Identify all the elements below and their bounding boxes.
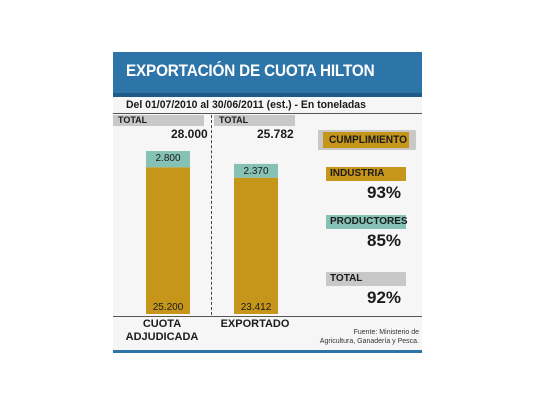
bar-productores-2: [234, 163, 278, 178]
total-pill-2: TOTAL: [214, 115, 295, 126]
pct-industria: 93%: [367, 183, 402, 202]
legend-productores: PRODUCTORES: [326, 215, 408, 229]
bar-divider: [211, 115, 212, 315]
category-label-2-line1: EXPORTADO: [220, 318, 290, 330]
source-line2: Agricultura, Ganadería y Pesca.: [319, 338, 419, 345]
source-note: Fuente: Ministerio de Agricultura, Ganad…: [319, 328, 419, 346]
data-label-industria-1: 25.200: [153, 302, 184, 313]
data-label-industria-2: 23.412: [241, 302, 272, 313]
legend-industria: INDUSTRIA: [326, 167, 406, 181]
category-label-2: EXPORTADO: [210, 318, 300, 331]
chart-subtitle: Del 01/07/2010 al 30/06/2011 (est.) - En…: [126, 99, 366, 111]
legend-total: TOTAL: [326, 272, 406, 286]
title-bar: EXPORTACIÓN DE CUOTA HILTON: [113, 52, 422, 97]
source-line1: Fuente: Ministerio de: [353, 329, 419, 336]
total-value-2: 25.782: [257, 127, 294, 141]
infographic-panel: EXPORTACIÓN DE CUOTA HILTON Del 01/07/20…: [113, 52, 422, 353]
bar-industria-1: [146, 167, 190, 314]
bar-chart: 25.200 2.800 23.412 2.370: [146, 151, 278, 314]
pct-total: 92%: [367, 288, 402, 307]
baseline-rule: [113, 316, 422, 317]
bar-industria-2: [234, 177, 278, 314]
bar-productores-1: [146, 151, 190, 168]
cumplimiento-box: CUMPLIMIENTO: [318, 130, 416, 150]
data-label-productores-2: 2.370: [243, 166, 268, 177]
top-rule: [113, 113, 422, 114]
data-label-productores-1: 2.800: [155, 153, 180, 164]
total-value-1: 28.000: [171, 127, 208, 141]
total-pill-1: TOTAL: [113, 115, 204, 126]
category-label-1-line2: ADJUDICADA: [125, 331, 199, 343]
pct-productores: 85%: [367, 231, 402, 250]
category-label-1: CUOTA ADJUDICADA: [117, 318, 207, 344]
cumplimiento-fill: [323, 132, 409, 148]
chart-title: EXPORTACIÓN DE CUOTA HILTON: [126, 61, 375, 80]
cumplimiento-label: CUMPLIMIENTO: [329, 134, 407, 146]
category-label-1-line1: CUOTA: [142, 318, 182, 330]
